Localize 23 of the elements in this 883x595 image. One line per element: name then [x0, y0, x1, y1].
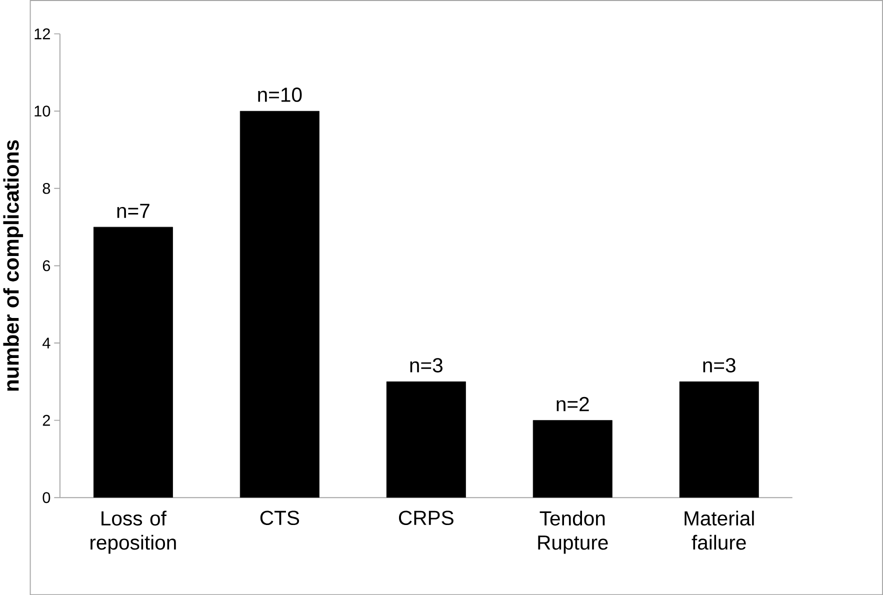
data-label: n=3 [410, 358, 442, 372]
bar [93, 226, 173, 498]
bar [386, 381, 466, 498]
x-tick-label: Material failure [684, 510, 754, 550]
y-tick-label: 0 [42, 492, 50, 503]
x-tick-label: Loss of reposition [90, 510, 176, 554]
data-label: n=10 [258, 87, 302, 102]
bar [240, 110, 320, 498]
bar [679, 381, 759, 498]
y-tick-label: 4 [42, 338, 50, 348]
bar [532, 420, 612, 498]
y-axis-title: number of complications [3, 140, 24, 391]
data-label: n=3 [703, 358, 736, 372]
y-tick-label: 2 [42, 414, 50, 426]
y-tick-label: 6 [42, 260, 50, 272]
data-label: n=2 [556, 396, 589, 412]
x-tick-label: CRPS [399, 510, 454, 525]
x-tick-label: CTS [260, 510, 300, 525]
y-tick-label: 12 [34, 28, 50, 40]
data-label: n=7 [117, 204, 150, 218]
x-tick-label: Tendon Rupture [538, 510, 608, 554]
y-tick-label: 10 [34, 106, 50, 116]
y-tick-label: 8 [42, 182, 50, 194]
